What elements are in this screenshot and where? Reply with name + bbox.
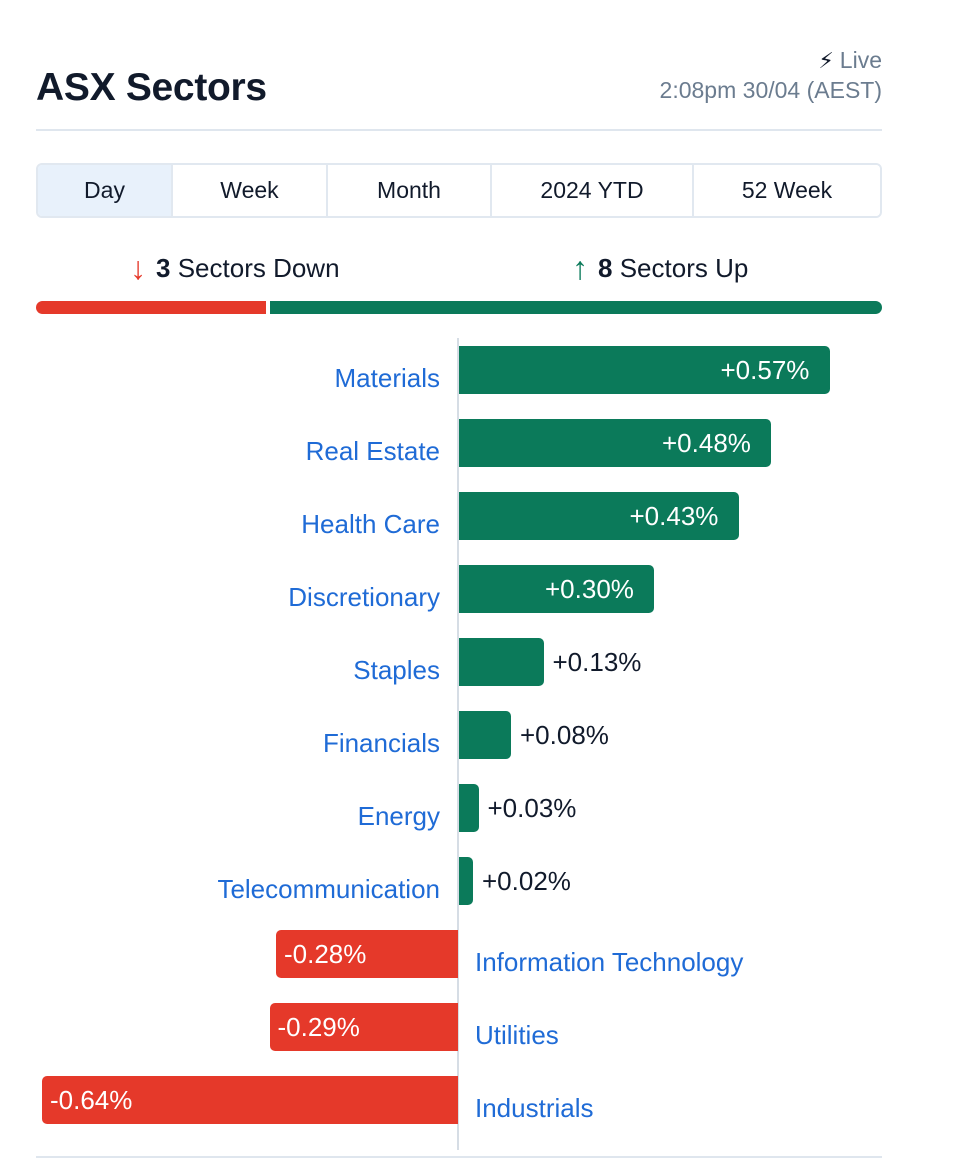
- sectors-up-bar: [270, 301, 882, 314]
- arrow-down-icon: ↓: [130, 250, 146, 286]
- bar-information-technology: [276, 930, 458, 978]
- value-label-telecommunication: +0.02%: [482, 866, 571, 896]
- value-label-financials: +0.08%: [520, 720, 609, 750]
- value-label-materials: +0.57%: [720, 355, 810, 385]
- bar-staples: [459, 638, 544, 686]
- sector-link-energy[interactable]: Energy: [357, 801, 440, 831]
- sector-link-staples[interactable]: Staples: [353, 655, 440, 685]
- tab-2024-ytd[interactable]: 2024 YTD: [492, 165, 694, 216]
- value-label-energy: +0.03%: [487, 793, 577, 823]
- value-label-staples: +0.13%: [552, 647, 642, 677]
- sector-link-industrials[interactable]: Industrials: [475, 1093, 594, 1123]
- sector-link-telecommunication[interactable]: Telecommunication: [217, 874, 440, 904]
- sectors-up-count: 8: [598, 253, 613, 283]
- sectors-down-count: 3: [156, 253, 171, 283]
- value-label-health-care: +0.43%: [629, 501, 719, 531]
- live-label: Live: [839, 47, 882, 73]
- sectors-up-summary: ↑ 8 Sectors Up: [572, 250, 748, 287]
- header-divider: [36, 129, 882, 131]
- bar-discretionary: [459, 565, 654, 613]
- sectors-down-summary: ↓ 3 Sectors Down: [130, 250, 340, 287]
- bar-energy: [459, 784, 479, 832]
- bar-materials: [459, 346, 830, 394]
- sector-link-real-estate[interactable]: Real Estate: [305, 436, 440, 466]
- tab-52-week[interactable]: 52 Week: [694, 165, 880, 216]
- period-tabs: Day Week Month 2024 YTD 52 Week: [36, 163, 882, 218]
- bar-health-care: [459, 492, 739, 540]
- value-label-real-estate: +0.48%: [662, 428, 751, 458]
- footer-divider: [36, 1156, 882, 1158]
- page-title: ASX Sectors: [36, 66, 267, 109]
- sector-link-information-technology[interactable]: Information Technology: [475, 947, 744, 977]
- sector-link-materials[interactable]: Materials: [334, 363, 440, 393]
- sectors-up-text: Sectors Up: [619, 253, 749, 283]
- tab-day[interactable]: Day: [38, 165, 173, 216]
- lightning-icon: ⚡: [818, 47, 834, 73]
- bar-industrials: [42, 1076, 458, 1124]
- bar-utilities: [269, 1003, 458, 1051]
- timestamp: 2:08pm 30/04 (AEST): [659, 77, 882, 103]
- tab-week[interactable]: Week: [173, 165, 328, 216]
- value-label-utilities: -0.29%: [277, 1012, 360, 1042]
- chart-axis-line: [457, 338, 459, 1150]
- live-indicator: ⚡ Live: [818, 47, 882, 74]
- sector-link-discretionary[interactable]: Discretionary: [288, 582, 440, 612]
- sectors-down-bar: [36, 301, 266, 314]
- sector-link-financials[interactable]: Financials: [322, 728, 440, 758]
- value-label-industrials: -0.64%: [50, 1085, 133, 1115]
- bar-financials: [459, 711, 511, 759]
- sector-link-health-care[interactable]: Health Care: [301, 509, 440, 539]
- value-label-discretionary: +0.30%: [545, 574, 634, 604]
- bar-real-estate: [459, 419, 771, 467]
- sectors-down-text: Sectors Down: [177, 253, 340, 283]
- tab-month[interactable]: Month: [328, 165, 492, 216]
- bar-telecommunication: [459, 857, 473, 905]
- arrow-up-icon: ↑: [572, 250, 588, 286]
- value-label-information-technology: -0.28%: [284, 939, 367, 969]
- sector-link-utilities[interactable]: Utilities: [475, 1020, 559, 1050]
